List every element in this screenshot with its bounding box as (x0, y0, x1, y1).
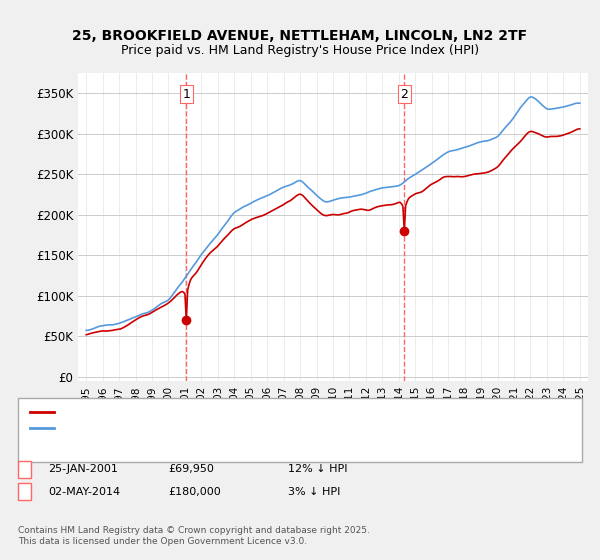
Text: 2: 2 (21, 487, 28, 497)
Text: 25-JAN-2001: 25-JAN-2001 (48, 464, 118, 474)
Text: 25, BROOKFIELD AVENUE, NETTLEHAM, LINCOLN, LN2 2TF (detached house): 25, BROOKFIELD AVENUE, NETTLEHAM, LINCOL… (60, 407, 457, 417)
Text: 02-MAY-2014: 02-MAY-2014 (48, 487, 120, 497)
Text: 1: 1 (21, 464, 28, 474)
Text: Price paid vs. HM Land Registry's House Price Index (HPI): Price paid vs. HM Land Registry's House … (121, 44, 479, 57)
Text: £69,950: £69,950 (168, 464, 214, 474)
Text: 2: 2 (400, 87, 408, 101)
Text: 3% ↓ HPI: 3% ↓ HPI (288, 487, 340, 497)
Text: Contains HM Land Registry data © Crown copyright and database right 2025.
This d: Contains HM Land Registry data © Crown c… (18, 526, 370, 546)
Text: £180,000: £180,000 (168, 487, 221, 497)
Text: HPI: Average price, detached house, West Lindsey: HPI: Average price, detached house, West… (60, 423, 322, 433)
Text: 12% ↓ HPI: 12% ↓ HPI (288, 464, 347, 474)
Text: 25, BROOKFIELD AVENUE, NETTLEHAM, LINCOLN, LN2 2TF: 25, BROOKFIELD AVENUE, NETTLEHAM, LINCOL… (73, 29, 527, 44)
Text: 1: 1 (182, 87, 190, 101)
